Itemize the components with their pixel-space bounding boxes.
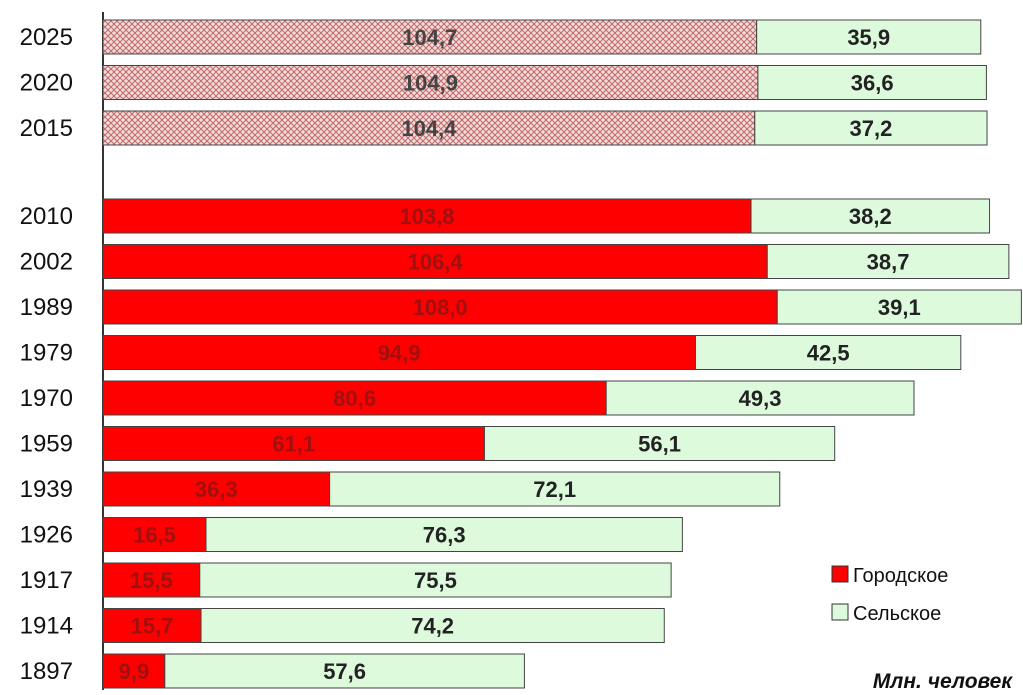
bar-urban <box>102 335 696 370</box>
year-label: 2020 <box>20 70 73 97</box>
value-label-rural: 35,9 <box>847 25 890 50</box>
value-label-rural: 72,1 <box>533 477 576 502</box>
year-label: 2010 <box>20 203 73 230</box>
value-label-urban: 106,4 <box>408 250 464 275</box>
bar-urban <box>102 517 207 552</box>
bar-urban <box>102 562 201 598</box>
bar-urban <box>102 244 768 279</box>
bar-urban <box>102 653 166 689</box>
year-label: 1989 <box>20 294 73 321</box>
year-label: 2002 <box>20 249 73 276</box>
bar-urban <box>102 289 778 325</box>
year-label: 1914 <box>20 613 73 640</box>
bar-rural <box>164 653 525 689</box>
value-label-rural: 38,2 <box>849 204 892 229</box>
value-label-rural: 75,5 <box>414 568 457 593</box>
bar-rural <box>750 198 991 234</box>
value-label-rural: 39,1 <box>878 295 921 320</box>
value-label-rural: 42,5 <box>807 341 850 366</box>
value-label-urban: 94,9 <box>378 341 421 366</box>
value-label-urban: 108,0 <box>413 295 468 320</box>
bar-rural <box>754 110 988 146</box>
bar-rural <box>605 380 915 416</box>
legend-rural-swatch <box>831 603 849 621</box>
bar-urban <box>102 471 331 507</box>
bar-rural <box>766 244 1010 279</box>
year-label: 1926 <box>20 522 73 549</box>
value-label-rural: 37,2 <box>850 116 893 141</box>
value-label-rural: 36,6 <box>851 71 894 96</box>
value-label-urban: 36,3 <box>195 477 238 502</box>
year-label: 1939 <box>20 476 73 503</box>
value-label-urban: 9,9 <box>119 659 150 684</box>
unit-label: Млн. человек <box>873 670 1014 693</box>
year-label: 1897 <box>20 658 73 685</box>
value-label-rural: 38,7 <box>867 250 910 275</box>
year-label: 1959 <box>20 431 73 458</box>
value-label-rural: 57,6 <box>323 659 366 684</box>
year-label: 1917 <box>20 567 73 594</box>
legend: Городское Сельское <box>831 565 948 625</box>
value-label-urban: 80,6 <box>333 386 376 411</box>
year-label: 2015 <box>20 115 73 142</box>
bars-group: 2025 104,7 35,9 2020 104,9 36,6 2015 104,4 37,2 2… <box>20 19 1022 689</box>
bar-rural <box>776 289 1022 325</box>
year-label: 1979 <box>20 340 73 367</box>
legend-rural-label: Сельское <box>853 603 941 625</box>
bar-rural <box>205 517 683 552</box>
bar-rural <box>483 426 836 461</box>
value-label-urban: 15,7 <box>131 614 174 639</box>
bar-rural <box>756 19 982 55</box>
legend-urban-label: Городское <box>853 565 948 587</box>
bar-rural <box>694 335 962 370</box>
value-label-urban: 104,9 <box>403 71 458 96</box>
value-label-urban: 16,5 <box>133 523 176 548</box>
value-label-urban: 104,7 <box>402 25 457 50</box>
bar-urban <box>102 380 607 416</box>
bar-rural <box>200 608 665 643</box>
value-label-rural: 76,3 <box>423 523 466 548</box>
bar-rural <box>757 65 987 100</box>
value-label-urban: 61,1 <box>272 432 315 457</box>
bar-rural <box>199 562 672 598</box>
year-label: 2025 <box>20 24 73 51</box>
value-label-urban: 15,5 <box>130 568 173 593</box>
bar-rural <box>329 471 781 507</box>
value-label-rural: 74,2 <box>411 614 454 639</box>
value-label-rural: 49,3 <box>739 386 782 411</box>
bar-urban <box>102 65 759 100</box>
value-label-urban: 103,8 <box>399 204 454 229</box>
year-label: 1970 <box>20 385 73 412</box>
value-label-rural: 56,1 <box>638 432 681 457</box>
bar-urban <box>102 426 485 461</box>
legend-urban-swatch <box>831 565 849 583</box>
value-label-urban: 104,4 <box>401 116 457 141</box>
